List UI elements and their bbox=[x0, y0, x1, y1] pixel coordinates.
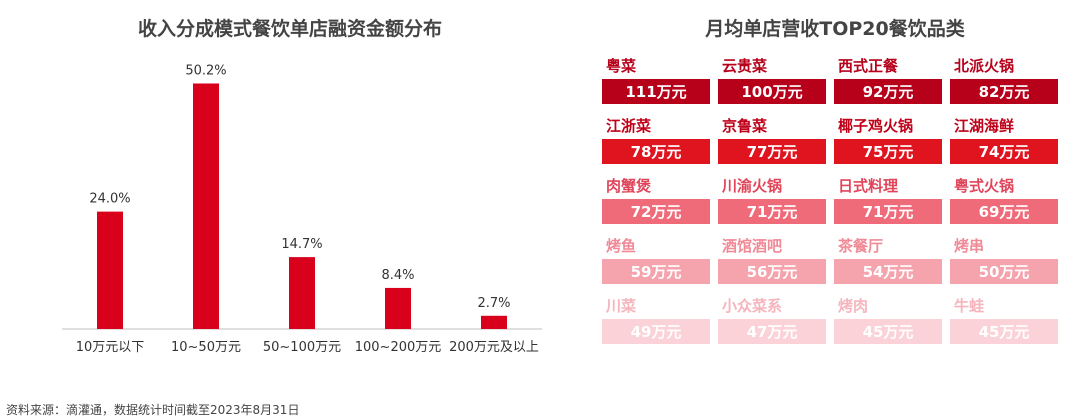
category-revenue: 75万元 bbox=[834, 139, 942, 164]
category-card: 牛蛙 45万元 bbox=[948, 297, 1058, 358]
category-card: 北派火锅 82万元 bbox=[948, 57, 1058, 118]
category-card: 川菜 49万元 bbox=[600, 297, 710, 358]
category-name: 烤鱼 bbox=[606, 237, 637, 255]
bar-4 bbox=[481, 315, 507, 329]
category-card: 江浙菜 78万元 bbox=[600, 117, 710, 178]
category-name: 京鲁菜 bbox=[722, 117, 768, 135]
category-name: 肉蟹煲 bbox=[606, 177, 652, 195]
category-revenue: 92万元 bbox=[834, 79, 942, 104]
category-card: 小众菜系 47万元 bbox=[716, 297, 826, 358]
category-revenue: 49万元 bbox=[602, 319, 710, 344]
top20-grid: 粤菜 111万元 云贵菜 100万元 西式正餐 92万元 北派火锅 82万元江浙菜 78万元 京鲁… bbox=[600, 57, 1075, 358]
bar-value-label-4: 2.7% bbox=[477, 296, 510, 311]
right-panel-title: 月均单店营收TOP20餐饮品类 bbox=[705, 18, 965, 40]
category-card: 酒馆酒吧 56万元 bbox=[716, 237, 826, 298]
bar-2 bbox=[289, 257, 315, 329]
category-name: 烤肉 bbox=[838, 297, 869, 315]
category-name: 酒馆酒吧 bbox=[722, 237, 783, 255]
category-revenue: 71万元 bbox=[834, 199, 942, 224]
category-name: 日式料理 bbox=[838, 177, 899, 195]
category-revenue: 78万元 bbox=[602, 139, 710, 164]
category-name: 茶餐厅 bbox=[838, 237, 884, 255]
bar-value-label-0: 24.0% bbox=[89, 192, 130, 207]
bar-1 bbox=[193, 83, 219, 329]
bar-value-label-1: 50.2% bbox=[185, 63, 226, 78]
x-tick-label-0: 10万元以下 bbox=[76, 340, 145, 355]
x-tick-label-2: 50~100万元 bbox=[263, 340, 341, 355]
left-chart-title: 收入分成模式餐饮单店融资金额分布 bbox=[137, 18, 442, 40]
category-revenue: 82万元 bbox=[950, 79, 1058, 104]
x-tick-label-1: 10~50万元 bbox=[171, 340, 241, 355]
category-revenue: 71万元 bbox=[718, 199, 826, 224]
category-name: 江湖海鲜 bbox=[954, 117, 1015, 135]
x-tick-label-3: 100~200万元 bbox=[355, 340, 442, 355]
bar-3 bbox=[385, 287, 411, 329]
category-card: 肉蟹煲 72万元 bbox=[600, 177, 710, 238]
category-revenue: 56万元 bbox=[718, 259, 826, 284]
category-revenue: 111万元 bbox=[602, 79, 710, 104]
category-revenue: 74万元 bbox=[950, 139, 1058, 164]
category-name: 江浙菜 bbox=[606, 117, 652, 135]
category-revenue: 72万元 bbox=[602, 199, 710, 224]
category-card: 烤鱼 59万元 bbox=[600, 237, 710, 298]
category-name: 小众菜系 bbox=[722, 297, 783, 315]
bar-0 bbox=[97, 211, 123, 329]
category-name: 川渝火锅 bbox=[722, 177, 783, 195]
category-card: 日式料理 71万元 bbox=[832, 177, 942, 238]
category-revenue: 50万元 bbox=[950, 259, 1058, 284]
x-tick-label-4: 200万元及以上 bbox=[449, 340, 539, 355]
category-card: 烤肉 45万元 bbox=[832, 297, 942, 358]
bar-value-label-2: 14.7% bbox=[281, 237, 322, 252]
bar-chart: 24.0% 10万元以下 50.2% 10~50万元 14.7% 50~100万元 8.4%… bbox=[62, 63, 542, 355]
bar-value-label-3: 8.4% bbox=[381, 268, 414, 283]
category-revenue: 45万元 bbox=[950, 319, 1058, 344]
category-card: 烤串 50万元 bbox=[948, 237, 1058, 298]
category-card: 川渝火锅 71万元 bbox=[716, 177, 826, 238]
category-revenue: 69万元 bbox=[950, 199, 1058, 224]
category-revenue: 45万元 bbox=[834, 319, 942, 344]
category-card: 西式正餐 92万元 bbox=[832, 57, 942, 118]
category-name: 椰子鸡火锅 bbox=[838, 117, 914, 135]
category-name: 烤串 bbox=[954, 237, 985, 255]
category-name: 牛蛙 bbox=[954, 297, 985, 315]
category-card: 茶餐厅 54万元 bbox=[832, 237, 942, 298]
category-name: 粤菜 bbox=[606, 57, 637, 75]
category-revenue: 59万元 bbox=[602, 259, 710, 284]
source-note: 资料来源：滴灌通，数据统计时间截至2023年8月31日 bbox=[6, 403, 300, 417]
category-name: 西式正餐 bbox=[838, 57, 899, 75]
category-name: 粤式火锅 bbox=[954, 177, 1015, 195]
category-card: 粤菜 111万元 bbox=[600, 57, 710, 118]
category-name: 川菜 bbox=[606, 297, 637, 315]
category-revenue: 54万元 bbox=[834, 259, 942, 284]
category-card: 江湖海鲜 74万元 bbox=[948, 117, 1058, 178]
category-revenue: 47万元 bbox=[718, 319, 826, 344]
category-card: 粤式火锅 69万元 bbox=[948, 177, 1058, 238]
category-card: 椰子鸡火锅 75万元 bbox=[832, 117, 942, 178]
category-revenue: 77万元 bbox=[718, 139, 826, 164]
category-card: 云贵菜 100万元 bbox=[716, 57, 826, 118]
category-name: 云贵菜 bbox=[722, 57, 768, 75]
category-name: 北派火锅 bbox=[954, 57, 1015, 75]
category-revenue: 100万元 bbox=[718, 79, 826, 104]
category-card: 京鲁菜 77万元 bbox=[716, 117, 826, 178]
